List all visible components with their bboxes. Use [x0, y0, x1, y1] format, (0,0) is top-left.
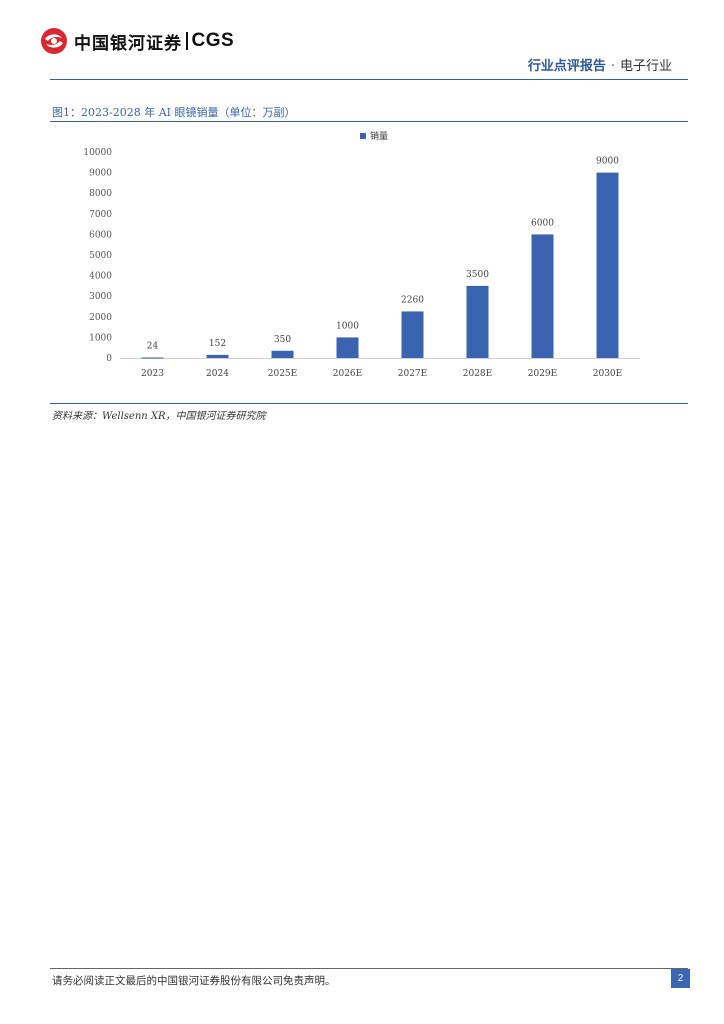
- y-tick-label: 9000: [89, 169, 112, 179]
- data-label: 1000: [336, 321, 359, 331]
- bar: [531, 234, 554, 358]
- bar: [596, 172, 619, 358]
- header-divider: [50, 79, 688, 80]
- report-category: 行业点评报告 · 电子行业: [528, 55, 672, 74]
- legend-label: 销量: [370, 130, 388, 142]
- figure-title-divider: [50, 121, 688, 122]
- page-number: 2: [671, 969, 690, 988]
- y-tick-label: 10000: [83, 148, 112, 158]
- footer-divider: [50, 968, 688, 969]
- x-tick-label: 2025E: [268, 369, 297, 379]
- x-tick-label: 2023: [141, 369, 164, 379]
- figure-title: 图1：2023-2028 年 AI 眼镜销量（单位：万副）: [52, 106, 296, 119]
- bar: [336, 337, 359, 358]
- separator-dot: ·: [610, 59, 615, 74]
- data-label: 350: [274, 335, 291, 345]
- bar: [401, 311, 424, 358]
- y-tick-label: 5000: [89, 251, 112, 261]
- x-tick-label: 2030E: [593, 369, 622, 379]
- bar: [271, 350, 294, 358]
- x-tick-label: 2024: [206, 369, 229, 379]
- y-tick-label: 4000: [89, 272, 112, 282]
- data-label: 24: [147, 342, 159, 352]
- report-type-label: 行业点评报告: [527, 59, 606, 74]
- x-tick-label: 2026E: [333, 369, 362, 379]
- y-tick-label: 6000: [89, 230, 112, 240]
- data-label: 6000: [531, 218, 554, 228]
- data-label: 2260: [401, 295, 424, 305]
- y-tick-label: 7000: [89, 210, 112, 220]
- y-tick-label: 2000: [89, 313, 112, 323]
- logo-chinese-name: 中国银河证券: [74, 33, 182, 54]
- data-label: 152: [209, 339, 226, 349]
- y-tick-label: 0: [106, 354, 112, 364]
- logo-english-name: CGS: [191, 30, 235, 51]
- y-tick-label: 1000: [89, 333, 112, 343]
- x-tick-label: 2028E: [463, 369, 492, 379]
- bar: [466, 285, 489, 358]
- bar: [141, 357, 164, 359]
- footer-disclaimer: 请务必阅读正文最后的中国银河证券股份有限公司免责声明。: [52, 975, 336, 987]
- bar: [206, 354, 229, 358]
- logo-separator: [186, 32, 188, 50]
- sales-bar-chart: 0 1000 2000 3000 4000 5000 6000 7000 8000 9000 100…: [83, 130, 640, 379]
- data-label: 9000: [596, 157, 619, 167]
- figure-source: 资料来源：Wellsenn XR，中国银河证券研究院: [52, 411, 266, 422]
- y-tick-label: 3000: [89, 292, 112, 302]
- industry-label: 电子行业: [619, 59, 672, 74]
- company-logo: 中国银河证券 CGS: [40, 26, 234, 56]
- y-tick-label: 8000: [89, 189, 112, 199]
- cgs-logo-icon: [41, 28, 67, 54]
- source-divider: [50, 403, 688, 404]
- data-label: 3500: [466, 270, 489, 280]
- x-tick-label: 2029E: [528, 369, 557, 379]
- x-tick-label: 2027E: [398, 369, 427, 379]
- legend-swatch: [360, 133, 366, 139]
